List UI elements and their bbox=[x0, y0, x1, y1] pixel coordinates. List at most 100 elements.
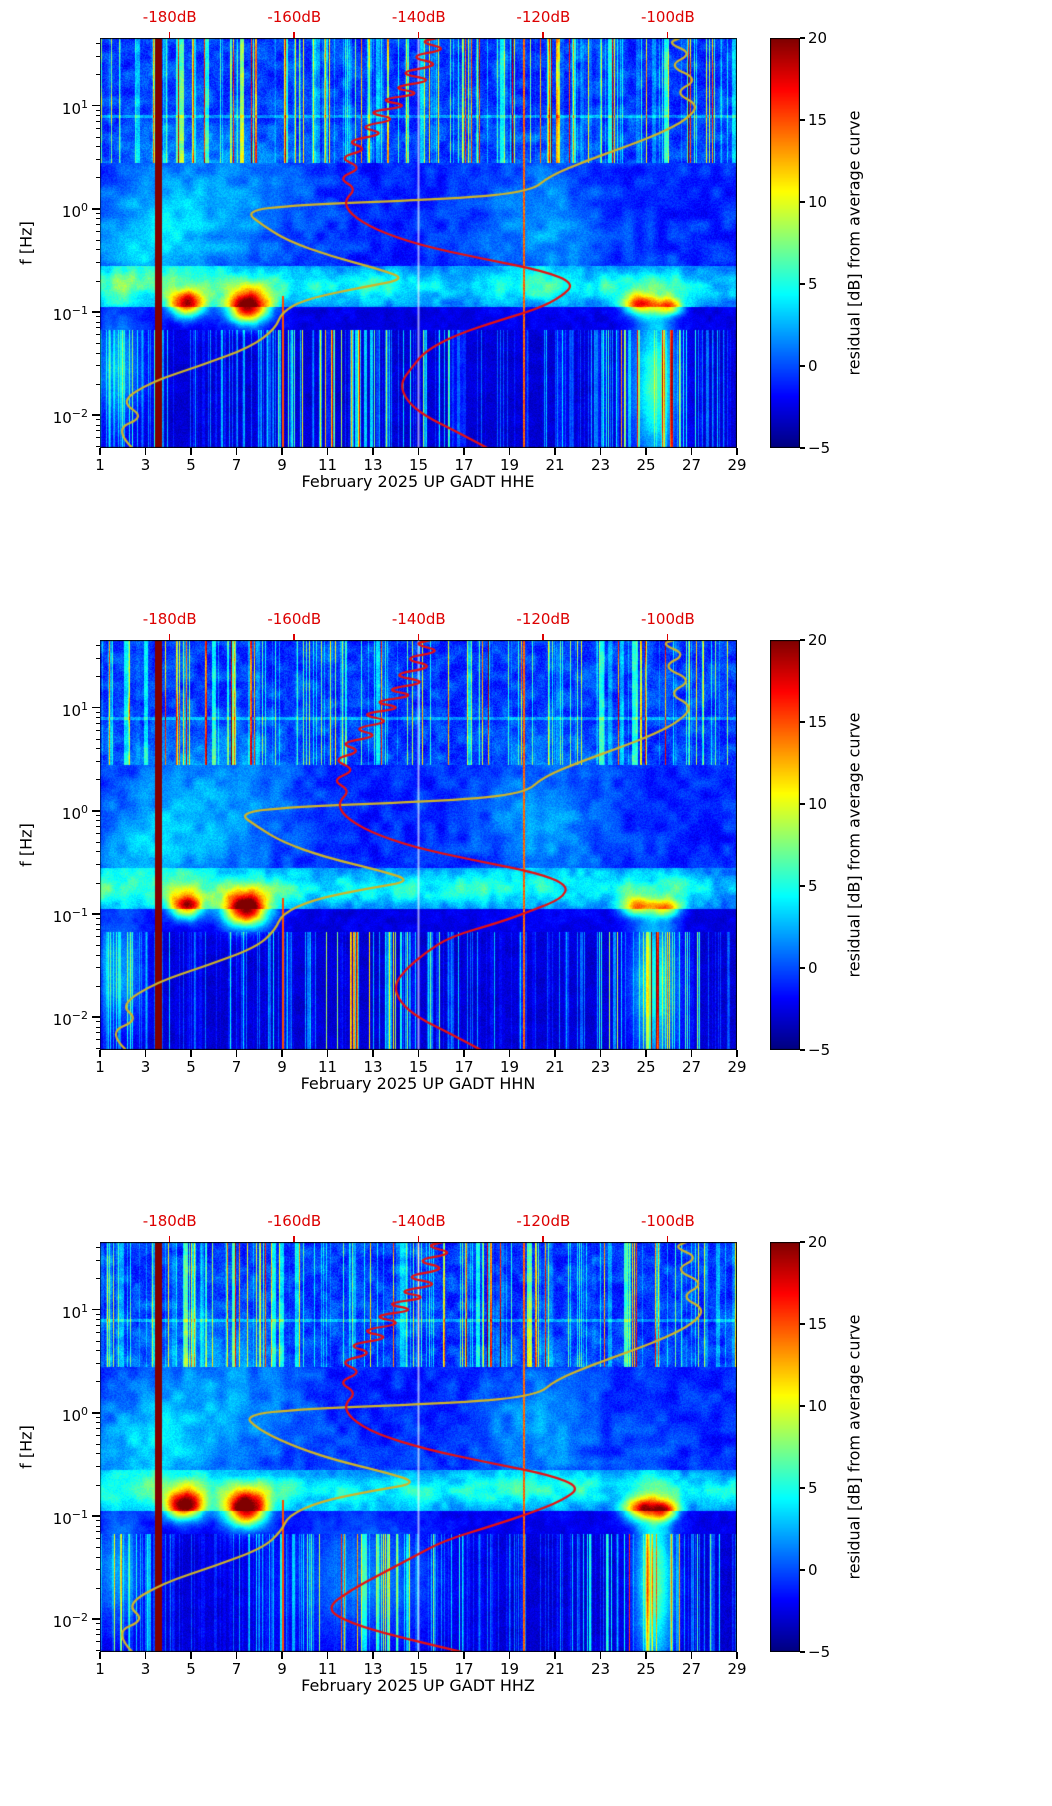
top-axis-tick-mark bbox=[168, 1236, 171, 1242]
y-minor-tick-mark bbox=[96, 815, 100, 817]
y-tick-label: 10−2 bbox=[52, 407, 88, 428]
x-tick-mark bbox=[326, 448, 328, 455]
y-minor-tick-mark bbox=[96, 730, 100, 732]
x-tick-mark bbox=[645, 448, 647, 455]
y-minor-tick-mark bbox=[96, 1325, 100, 1327]
colorbar-tick-mark bbox=[800, 37, 805, 39]
colorbar-tick-mark bbox=[800, 447, 805, 449]
colorbar-tick-mark bbox=[800, 201, 805, 203]
y-minor-tick-mark bbox=[96, 738, 100, 740]
x-tick-label: 11 bbox=[317, 456, 338, 474]
colorbar-tick-mark bbox=[800, 885, 805, 887]
top-axis-tick-label: -160dB bbox=[267, 1212, 322, 1230]
x-tick-label: 21 bbox=[545, 1660, 565, 1678]
top-axis-tick-mark bbox=[293, 634, 295, 640]
top-axis-tick-label: -160dB bbox=[267, 8, 322, 26]
colorbar-canvas bbox=[770, 1242, 800, 1652]
x-tick-label: 3 bbox=[140, 1058, 151, 1076]
y-minor-tick-mark bbox=[96, 365, 100, 367]
y-minor-tick-mark bbox=[96, 239, 100, 241]
colorbar-tick-label: 10 bbox=[808, 795, 828, 813]
x-tick-label: 5 bbox=[186, 456, 196, 474]
y-tick-label: 100 bbox=[61, 803, 88, 823]
y-minor-tick-mark bbox=[96, 851, 100, 853]
top-axis-tick-label: -180dB bbox=[142, 8, 197, 26]
top-axis-tick-label: -180dB bbox=[142, 610, 197, 628]
top-axis-tick-mark bbox=[168, 32, 171, 38]
y-minor-tick-mark bbox=[96, 779, 100, 781]
y-minor-tick-mark bbox=[96, 1350, 100, 1352]
x-tick-mark bbox=[281, 1050, 283, 1057]
top-axis-tick-label: -120dB bbox=[516, 610, 571, 628]
y-minor-tick-mark bbox=[96, 1247, 100, 1249]
x-tick-mark bbox=[190, 1050, 192, 1057]
x-tick-label: 25 bbox=[636, 1660, 656, 1678]
x-tick-mark bbox=[508, 448, 510, 455]
y-minor-tick-mark bbox=[96, 383, 100, 385]
y-minor-tick-mark bbox=[96, 1520, 100, 1522]
y-minor-tick-mark bbox=[96, 882, 100, 884]
colorbar-label: residual [dB] from average curve bbox=[844, 1314, 864, 1580]
y-tick-mark bbox=[92, 208, 100, 210]
x-tick-mark bbox=[281, 448, 283, 455]
x-tick-label: 5 bbox=[186, 1660, 196, 1678]
y-minor-tick-mark bbox=[96, 1026, 100, 1028]
y-minor-tick-mark bbox=[96, 334, 100, 336]
y-minor-tick-mark bbox=[96, 1032, 100, 1034]
x-tick-mark bbox=[99, 448, 101, 455]
top-axis-tick-mark bbox=[542, 32, 544, 38]
y-minor-tick-mark bbox=[96, 1453, 100, 1455]
y-minor-tick-mark bbox=[96, 128, 100, 130]
colorbar-tick-label: 20 bbox=[808, 631, 828, 649]
top-axis-tick-label: -140dB bbox=[391, 8, 446, 26]
spectrogram-panel-hhn: f [Hz] February 2025 UP GADT HHN residua… bbox=[0, 602, 1052, 1204]
colorbar-tick-label: 0 bbox=[808, 959, 818, 977]
y-minor-tick-mark bbox=[96, 944, 100, 946]
y-minor-tick-mark bbox=[96, 723, 100, 725]
colorbar-tick-label: 15 bbox=[808, 1315, 828, 1333]
y-minor-tick-mark bbox=[96, 1260, 100, 1262]
x-tick-label: 1 bbox=[95, 456, 105, 474]
x-axis-title: February 2025 UP GADT HHE bbox=[301, 472, 535, 491]
y-tick-label: 101 bbox=[61, 699, 88, 720]
top-axis-tick-label: -120dB bbox=[516, 1212, 571, 1230]
y-minor-tick-mark bbox=[96, 985, 100, 987]
y-minor-tick-mark bbox=[96, 1634, 100, 1636]
y-minor-tick-mark bbox=[96, 1021, 100, 1023]
colorbar-tick-label: −5 bbox=[808, 1041, 831, 1059]
y-minor-tick-mark bbox=[96, 342, 100, 344]
x-tick-mark bbox=[645, 1050, 647, 1057]
y-minor-tick-mark bbox=[96, 1319, 100, 1321]
colorbar-tick-label: 15 bbox=[808, 111, 828, 129]
y-tick-mark bbox=[92, 414, 100, 416]
x-tick-mark bbox=[99, 1652, 101, 1659]
top-axis-tick-label: -100dB bbox=[640, 610, 695, 628]
top-axis-tick-mark bbox=[666, 634, 669, 640]
x-tick-label: 27 bbox=[681, 456, 702, 474]
x-tick-mark bbox=[144, 1652, 146, 1659]
y-minor-tick-mark bbox=[96, 224, 100, 226]
x-tick-label: 27 bbox=[681, 1058, 702, 1076]
x-tick-mark bbox=[736, 1652, 738, 1659]
x-tick-label: 11 bbox=[317, 1660, 338, 1678]
x-tick-label: 9 bbox=[277, 456, 287, 474]
top-axis-tick-mark bbox=[293, 1236, 295, 1242]
x-tick-label: 23 bbox=[590, 1058, 611, 1076]
x-tick-label: 1 bbox=[95, 1660, 105, 1678]
y-tick-mark bbox=[92, 311, 100, 313]
y-minor-tick-mark bbox=[96, 936, 100, 938]
y-tick-mark bbox=[92, 1308, 100, 1311]
x-tick-mark bbox=[235, 448, 237, 455]
spectrogram-canvas bbox=[100, 38, 737, 448]
x-tick-mark bbox=[690, 1652, 692, 1659]
colorbar-tick-label: 5 bbox=[808, 1479, 818, 1497]
x-tick-mark bbox=[190, 1652, 192, 1659]
y-minor-tick-mark bbox=[96, 352, 100, 354]
x-tick-mark bbox=[99, 1050, 101, 1057]
spectrogram-panel-hhz: f [Hz] February 2025 UP GADT HHZ residua… bbox=[0, 1204, 1052, 1806]
x-tick-mark bbox=[690, 1050, 692, 1057]
y-minor-tick-mark bbox=[96, 1039, 100, 1041]
y-minor-tick-mark bbox=[96, 56, 100, 58]
y-minor-tick-mark bbox=[96, 430, 100, 432]
y-minor-tick-mark bbox=[96, 231, 100, 233]
